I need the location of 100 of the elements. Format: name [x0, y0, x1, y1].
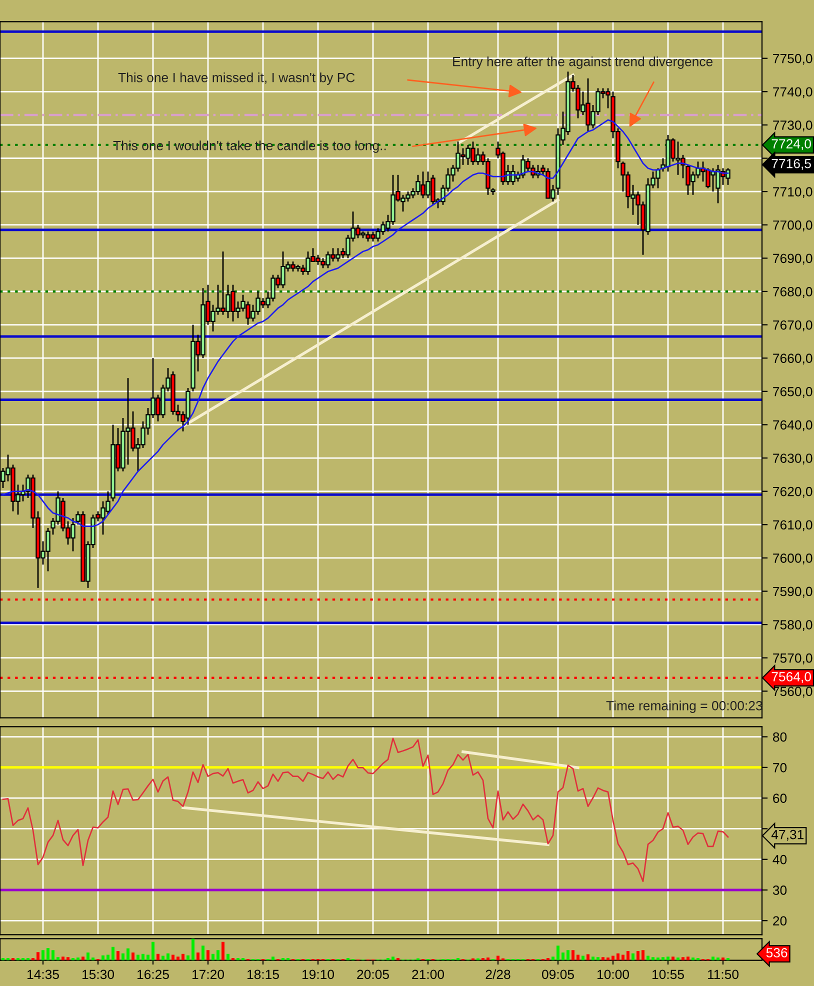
- bar: [712, 956, 714, 960]
- line-series: [2, 738, 729, 882]
- y-tick-label: 7670,0: [773, 320, 812, 332]
- bar: [556, 946, 560, 960]
- bar: [632, 953, 634, 960]
- text: 536: [766, 948, 788, 958]
- x-tick-label: 14:35: [28, 970, 59, 980]
- bar: [42, 950, 44, 960]
- bar: [652, 957, 654, 960]
- x-tick-label: 09:05: [542, 970, 574, 980]
- x-tick-label: 2/28: [486, 969, 510, 980]
- y-tick-label: 7660,0: [773, 354, 812, 365]
- bar: [166, 953, 170, 960]
- bar: [62, 956, 64, 960]
- y-tick-label: 7650,0: [773, 386, 812, 398]
- y-tick-label: 7630,0: [773, 454, 812, 464]
- bar: [552, 956, 554, 960]
- y-tick-label: 7570,0: [773, 653, 812, 664]
- bar: [672, 956, 674, 960]
- bar: [272, 956, 274, 960]
- x-tick-label: 10:00: [598, 970, 629, 980]
- bar: [626, 951, 630, 960]
- y-tick-label: 80: [772, 732, 787, 742]
- bar: [576, 954, 580, 960]
- bar: [642, 950, 644, 960]
- bar: [66, 957, 70, 960]
- x-tick-label: 15:30: [82, 970, 114, 980]
- bar: [662, 957, 664, 960]
- y-tick-label: 7610,0: [773, 520, 812, 532]
- x-tick-label: 17:20: [192, 970, 224, 980]
- bar: [226, 954, 230, 960]
- bar: [196, 952, 200, 960]
- y-tick-label: 7600,0: [773, 554, 812, 564]
- x-tick-label: 11:50: [708, 970, 739, 980]
- bar: [222, 942, 224, 960]
- x-tick-label: 18:15: [248, 970, 279, 980]
- y-tick-label: 7580,0: [773, 620, 812, 632]
- bar: [126, 948, 130, 960]
- y-tick-label: 7750,0: [773, 54, 812, 65]
- bar: [392, 956, 394, 960]
- y-tick-label: 7640,0: [773, 420, 812, 432]
- y-tick-label: 7700,0: [773, 220, 812, 232]
- y-tick-label: 7730,0: [773, 120, 812, 132]
- bar: [36, 952, 40, 960]
- bar: [172, 954, 174, 960]
- bar: [132, 952, 134, 960]
- bar: [186, 955, 190, 960]
- bar: [686, 956, 690, 960]
- bar: [596, 957, 600, 960]
- y-tick-label: 7740,0: [773, 87, 812, 98]
- bar: [616, 953, 620, 960]
- bar: [562, 952, 564, 960]
- bar: [106, 954, 110, 960]
- bar: [82, 956, 84, 960]
- bar: [56, 957, 60, 960]
- y-tick-label: 7620,0: [773, 486, 812, 498]
- bar: [192, 938, 194, 960]
- bar: [112, 946, 114, 960]
- y-tick-label: 7590,0: [773, 586, 812, 598]
- x-tick-label: 20:05: [357, 970, 389, 980]
- bar: [102, 955, 104, 960]
- x-tick-label: 19:10: [302, 970, 334, 980]
- y-tick-label: 7710,0: [773, 187, 812, 198]
- bar: [602, 957, 604, 960]
- bar: [46, 948, 50, 960]
- bar: [566, 950, 570, 960]
- bar: [586, 954, 590, 960]
- bar: [156, 954, 160, 960]
- bar: [206, 950, 210, 960]
- ref-line-label: 7564,0: [772, 672, 811, 683]
- y-tick-label: 7680,0: [773, 287, 812, 298]
- text: 7716,5: [772, 158, 811, 170]
- text: 47,31: [771, 830, 804, 841]
- bar: [202, 946, 204, 960]
- bar: [666, 956, 670, 960]
- x-tick-label: 21:00: [412, 970, 444, 980]
- y-tick-label: 7690,0: [773, 254, 812, 265]
- ref-line-label: 7724,0: [772, 139, 811, 150]
- bar: [52, 950, 54, 960]
- y-tick-label: 40: [772, 854, 787, 864]
- x-tick-label: 10:55: [652, 970, 684, 980]
- bar: [122, 953, 124, 960]
- bar: [116, 951, 120, 960]
- y-tick-label: 7560,0: [773, 686, 812, 698]
- bar: [136, 954, 140, 960]
- bar: [146, 954, 150, 960]
- y-tick-label: 70: [773, 763, 787, 772]
- x-tick-label: 16:25: [138, 970, 169, 980]
- bar: [622, 954, 624, 960]
- bar: [86, 952, 90, 960]
- bar: [682, 957, 684, 960]
- line-series: [2, 119, 729, 527]
- y-tick-label: 60: [773, 794, 787, 803]
- bar: [216, 950, 220, 960]
- bar: [142, 954, 144, 960]
- bar: [182, 954, 184, 960]
- bar: [212, 954, 214, 960]
- bar: [636, 951, 640, 960]
- bar: [592, 956, 594, 960]
- y-tick-label: 20: [773, 916, 787, 926]
